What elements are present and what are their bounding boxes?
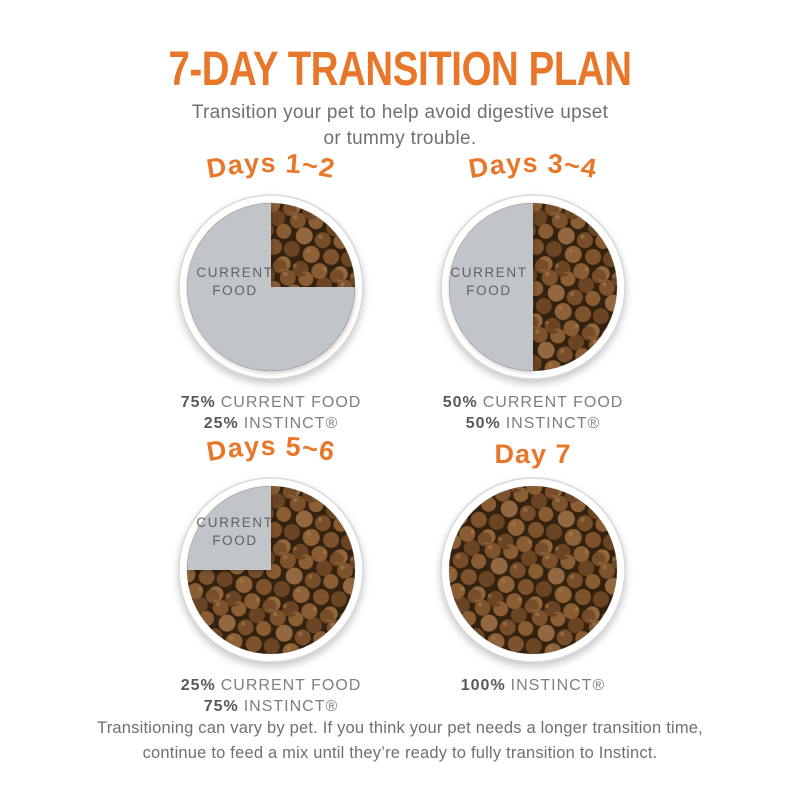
caption-text: CURRENT FOOD (482, 394, 624, 411)
caption-text: INSTINCT® (505, 415, 601, 433)
svg-text:Days 5~6: Days 5~6 (204, 431, 337, 467)
caption-line: 75% CURRENT FOOD (181, 392, 362, 413)
current-food-label-line2: FOOD (212, 533, 258, 548)
svg-text:Days 3~4: Days 3~4 (466, 148, 599, 184)
bowl-days-5-6: CURRENT FOOD (176, 475, 366, 665)
bowl-inner-edge (186, 202, 356, 372)
current-food-label-line1: CURRENT (196, 514, 274, 530)
caption-percent: 50% (465, 415, 501, 433)
caption-text: INSTINCT® (510, 677, 606, 694)
caption-percent: 50% (442, 394, 478, 411)
caption-day-7: 100% INSTINCT® (461, 675, 605, 696)
current-food-label: CURRENT FOOD (196, 264, 273, 300)
current-food-slice (187, 486, 271, 570)
caption-percent: 100% (460, 677, 506, 694)
svg-text:Days 1~2: Days 1~2 (204, 148, 337, 184)
footer-note: Transitioning can vary by pet. If you th… (0, 716, 800, 766)
day-title-day-7: Day 7 (494, 438, 572, 469)
current-food-label: CURRENT FOOD (450, 264, 527, 300)
current-food-label: CURRENT FOOD (196, 514, 273, 550)
caption-line: 25% INSTINCT® (181, 413, 362, 434)
caption-text: CURRENT FOOD (220, 677, 362, 694)
panel-days-3-4: Days 3~4 CURRENT FOOD 50% CURRENT FOOD 50… (408, 148, 658, 434)
caption-line: 75% INSTINCT® (181, 696, 362, 717)
caption-line: 50% INSTINCT® (443, 413, 624, 434)
page-title: 7-DAY TRANSITION PLAN (168, 43, 632, 96)
bowl-day-7 (438, 475, 628, 665)
current-food-label-line2: FOOD (466, 283, 512, 298)
caption-days-5-6: 25% CURRENT FOOD 75% INSTINCT® (181, 675, 362, 717)
day-title-days-5-6: Days 5~6 (204, 431, 337, 467)
current-food-slice (187, 203, 355, 371)
bowl-pie-days-5-6 (178, 477, 364, 663)
caption-percent: 25% (180, 677, 216, 694)
caption-line: 25% CURRENT FOOD (181, 675, 362, 696)
caption-days-1-2: 75% CURRENT FOOD 25% INSTINCT® (181, 392, 362, 434)
bowl-inner-edge (186, 485, 356, 655)
caption-text: CURRENT FOOD (220, 394, 362, 411)
caption-percent: 25% (203, 415, 239, 433)
page-subtitle: Transition your pet to help avoid digest… (0, 100, 800, 152)
bowl-pie-days-3-4 (440, 194, 626, 380)
caption-percent: 75% (180, 394, 216, 411)
day-title-days-3-4: Days 3~4 (466, 148, 599, 184)
current-food-label-line1: CURRENT (450, 264, 528, 280)
day-title-days-1-2: Days 1~2 (204, 148, 337, 184)
bowl-days-3-4: CURRENT FOOD (438, 192, 628, 382)
bowl-pie-days-1-2 (178, 194, 364, 380)
panel-days-5-6: Days 5~6 CURRENT FOOD 25% CURRENT FOOD 75… (146, 431, 396, 717)
caption-text: INSTINCT® (243, 415, 339, 433)
bowl-inner-edge (448, 485, 618, 655)
bowl-inner-edge (448, 202, 618, 372)
bowl-days-1-2: CURRENT FOOD (176, 192, 366, 382)
caption-line: 100% INSTINCT® (461, 675, 605, 696)
kibble-fill (449, 486, 617, 654)
subtitle-line-2: or tummy trouble. (323, 128, 477, 149)
current-food-label-line1: CURRENT (196, 264, 274, 280)
current-food-label-line2: FOOD (212, 283, 258, 298)
caption-text: INSTINCT® (243, 698, 339, 716)
subtitle-line-1: Transition your pet to help avoid digest… (191, 102, 609, 123)
bowl-pie-day-7 (440, 477, 626, 663)
panel-days-1-2: Days 1~2 CURRENT FOOD 75% CURRENT FOOD 25… (146, 148, 396, 434)
footer-line-2: continue to feed a mix until they’re rea… (142, 744, 658, 762)
caption-days-3-4: 50% CURRENT FOOD 50% INSTINCT® (443, 392, 624, 434)
panel-day-7: Day 7 100% INSTINCT® (408, 433, 658, 696)
caption-percent: 75% (203, 698, 239, 716)
caption-line: 50% CURRENT FOOD (443, 392, 624, 413)
current-food-slice (449, 203, 533, 371)
footer-line-1: Transitioning can vary by pet. If you th… (97, 719, 703, 737)
